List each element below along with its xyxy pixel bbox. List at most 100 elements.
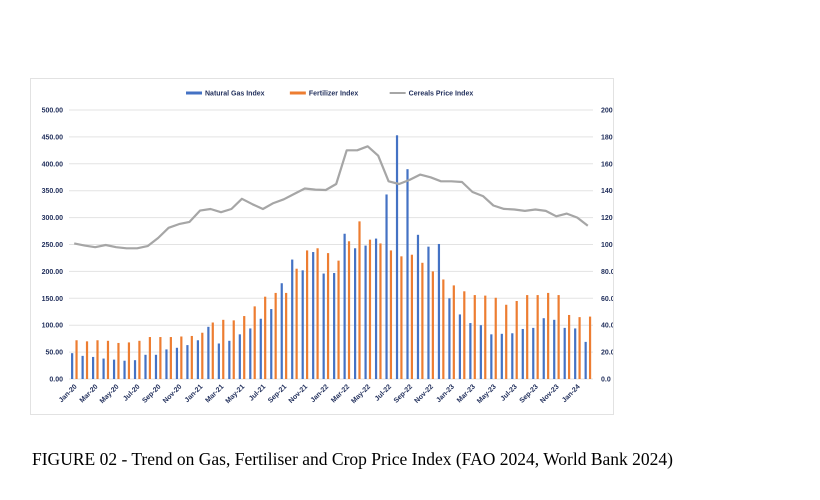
fertilizer-bar xyxy=(253,306,256,379)
x-tick-label: Jan-20 xyxy=(58,383,79,404)
y-left-tick-label: 300.00 xyxy=(42,215,64,222)
x-tick-label: Jan-24 xyxy=(561,383,582,404)
fertilizer-bar xyxy=(452,285,455,379)
fertilizer-bar xyxy=(96,340,99,379)
fertilizer-bar xyxy=(389,250,393,379)
fertilizer-bar xyxy=(547,292,550,379)
chart-frame: 0.00 50.00 100.00 150.00 200.00 250.00 300.00 3… xyxy=(30,78,614,415)
x-tick-label: Sep-20 xyxy=(141,383,162,404)
gas-bar xyxy=(123,360,126,379)
fertilizer-bar xyxy=(368,239,372,379)
gas-bar xyxy=(112,359,116,379)
fertilizer-bar xyxy=(306,250,309,379)
fertilizer-bar xyxy=(190,335,193,379)
x-tick-label: Nov-21 xyxy=(288,383,310,405)
fertilizer-bar xyxy=(358,221,361,379)
x-tick-label: Jul-20 xyxy=(122,383,141,402)
fertilizer-bar xyxy=(75,340,78,379)
gas-bar xyxy=(186,345,189,379)
fertilizer-bar xyxy=(588,316,592,379)
gas-bar xyxy=(217,343,220,379)
gas-bar xyxy=(92,356,95,379)
gas-bar xyxy=(259,318,262,379)
x-tick-label: Mar-23 xyxy=(456,383,477,404)
y-left-tick-label: 350.00 xyxy=(42,188,64,195)
fertilizer-bar xyxy=(148,337,151,379)
gas-bar xyxy=(532,327,535,379)
fertilizer-bar xyxy=(85,341,89,379)
gas-bar xyxy=(291,259,294,379)
x-tick-label: Sep-22 xyxy=(393,383,414,404)
fertilizer-bar xyxy=(421,262,424,379)
gas-bar xyxy=(144,354,147,379)
y-right-tick-label: 120.0 xyxy=(601,215,613,222)
gas-bar xyxy=(81,355,84,379)
fertilizer-bar xyxy=(568,314,571,379)
x-tick-label: Jan-22 xyxy=(310,383,331,404)
gas-bar xyxy=(469,323,472,379)
gas-bar xyxy=(385,194,388,379)
y-right-tick-label: 140.0 xyxy=(601,188,613,195)
fertilizer-bar xyxy=(400,256,403,379)
gas-bar xyxy=(102,358,105,379)
y-right-tick-label: 20.0 xyxy=(601,350,613,357)
fertilizer-bar xyxy=(337,260,340,379)
fertilizer-bar xyxy=(347,241,351,379)
fertilizer-bar xyxy=(515,300,518,379)
gas-bar xyxy=(301,270,304,379)
fertilizer-bar xyxy=(578,317,581,379)
gas-bar xyxy=(427,246,430,379)
gas-bar xyxy=(133,360,137,379)
gas-bar xyxy=(207,326,210,379)
y-left-tick-label: 50.00 xyxy=(45,350,63,357)
fertilizer-bar xyxy=(410,254,413,379)
legend-label: Cereals Price Index xyxy=(409,91,474,98)
fertilizer-bar xyxy=(295,268,298,379)
y-right-tick-label: 80.0 xyxy=(601,269,613,276)
fertilizer-bar xyxy=(484,295,487,379)
y-right-tick-label: 100.0 xyxy=(601,242,613,249)
gas-bar xyxy=(71,353,74,379)
fertilizer-bar xyxy=(201,332,204,379)
gas-bar xyxy=(165,349,168,379)
fertilizer-bar xyxy=(326,253,330,379)
gas-bar xyxy=(175,347,179,379)
gas-bar xyxy=(238,334,241,379)
x-tick-label: Jan-23 xyxy=(435,383,456,404)
y-right-tick-label: 40.0 xyxy=(601,323,613,330)
gas-bar xyxy=(196,340,199,379)
x-tick-label: Mar-21 xyxy=(204,383,225,404)
x-tick-label: Sep-23 xyxy=(519,383,540,404)
legend-label: Natural Gas Index xyxy=(205,91,265,98)
x-tick-label: Nov-22 xyxy=(414,383,436,405)
fertilizer-bar xyxy=(222,319,225,379)
fertilizer-bar xyxy=(117,342,120,379)
fertilizer-bar xyxy=(379,243,382,379)
gas-bar xyxy=(500,333,503,379)
x-tick-label: Jul-21 xyxy=(248,383,267,402)
gas-bar xyxy=(343,233,346,379)
y-right-tick-label: 60.0 xyxy=(601,296,613,303)
gas-bar xyxy=(364,245,367,379)
x-tick-label: May-21 xyxy=(225,383,247,405)
y-left-tick-label: 450.00 xyxy=(42,134,64,141)
legend-label: Fertilizer Index xyxy=(309,91,359,98)
gas-bar xyxy=(312,252,315,379)
fertilizer-bar xyxy=(138,340,141,379)
fertilizer-bar xyxy=(463,291,466,379)
fertilizer-bar xyxy=(442,279,445,379)
figure-caption: FIGURE 02 - Trend on Gas, Fertiliser and… xyxy=(32,449,674,469)
x-tick-label: Jul-23 xyxy=(500,383,519,402)
gas-bar xyxy=(154,354,158,379)
y-left-tick-label: 200.00 xyxy=(42,269,64,276)
fertilizer-bar xyxy=(232,320,235,379)
gas-bar xyxy=(584,341,587,379)
fertilizer-bar xyxy=(473,295,476,379)
fertilizer-bar xyxy=(557,295,560,379)
fertilizer-bar xyxy=(106,340,110,379)
x-tick-label: Mar-22 xyxy=(330,383,351,404)
gas-bar xyxy=(490,334,493,379)
x-tick-label: May-23 xyxy=(476,383,498,405)
fertilizer-bar xyxy=(494,297,497,379)
fertilizer-bar xyxy=(285,292,288,379)
